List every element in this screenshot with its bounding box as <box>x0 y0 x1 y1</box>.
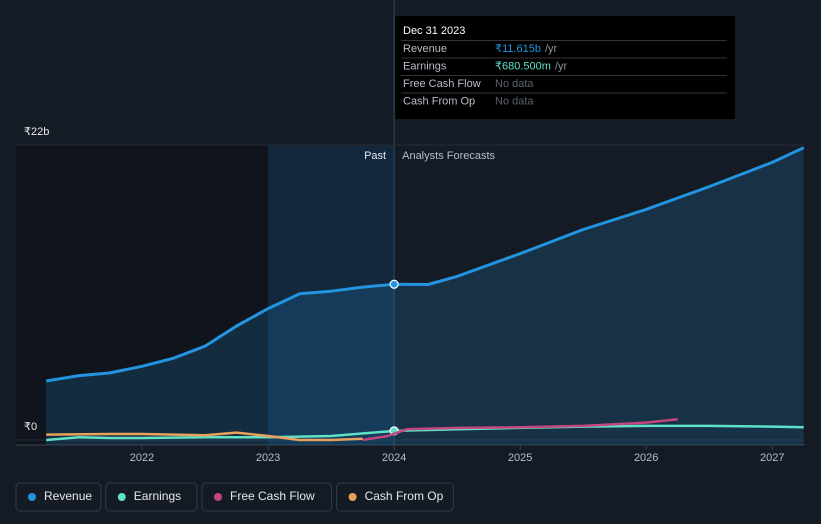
legend-item[interactable]: Free Cash Flow <box>201 482 333 512</box>
forecast-label: Analysts Forecasts <box>402 150 495 162</box>
tooltip-box <box>395 16 735 119</box>
legend-swatch <box>348 493 357 501</box>
legend-label: Earnings <box>134 489 181 503</box>
y-tick-label: ₹22b <box>24 126 49 138</box>
past-label: Past <box>364 150 386 162</box>
legend-item[interactable]: Earnings <box>105 482 198 512</box>
tooltip-unit: /yr <box>555 60 568 72</box>
legend-button[interactable] <box>15 482 102 512</box>
tooltip: Dec 31 2023 Revenue ₹11.615b/yr Earnings ₹68… <box>395 16 735 119</box>
tooltip-value: ₹680.500m <box>495 60 551 72</box>
legend-label: Free Cash Flow <box>230 489 315 503</box>
legend-label: Cash From Op <box>365 489 444 503</box>
tooltip-value: No data <box>495 78 534 90</box>
past-highlight <box>268 145 395 445</box>
series-line <box>46 431 363 442</box>
tooltip-date: Dec 31 2023 <box>403 25 465 37</box>
x-tick-label: 2024 <box>382 452 406 464</box>
tooltip-value: ₹11.615b <box>495 43 541 55</box>
x-tick-label: 2027 <box>760 452 784 464</box>
series-line <box>45 146 805 383</box>
highlight-point <box>389 279 399 289</box>
legend-item[interactable]: Cash From Op <box>336 482 454 512</box>
tooltip-value: No data <box>495 95 534 107</box>
legend-button[interactable] <box>201 482 333 512</box>
legend-label: Revenue <box>44 489 92 503</box>
y-tick-label: ₹0 <box>24 421 37 433</box>
x-tick-label: 2026 <box>634 452 658 464</box>
tooltip-label: Cash From Op <box>403 95 475 107</box>
tooltip-label: Revenue <box>403 43 447 55</box>
x-tick-label: 2022 <box>130 452 154 464</box>
x-tick-label: 2025 <box>508 452 532 464</box>
legend-swatch <box>117 493 126 501</box>
legend-swatch <box>214 493 222 501</box>
plot-background: Past Analysts Forecasts ₹0 ₹22b 2022 2023 2024… <box>16 0 805 464</box>
tooltip-unit: /yr <box>545 43 558 55</box>
legend: Revenue Earnings Free Cash Flow Cash From O… <box>15 482 454 512</box>
legend-button[interactable] <box>336 482 454 512</box>
revenue-area <box>46 147 804 445</box>
legend-button[interactable] <box>105 482 198 512</box>
series-line <box>362 417 678 442</box>
x-tick-label: 2023 <box>256 452 280 464</box>
plot <box>45 146 805 445</box>
legend-swatch <box>28 493 36 501</box>
tooltip-label: Free Cash Flow <box>403 78 481 90</box>
legend-item[interactable]: Revenue <box>15 482 102 512</box>
tooltip-label: Earnings <box>403 60 447 72</box>
